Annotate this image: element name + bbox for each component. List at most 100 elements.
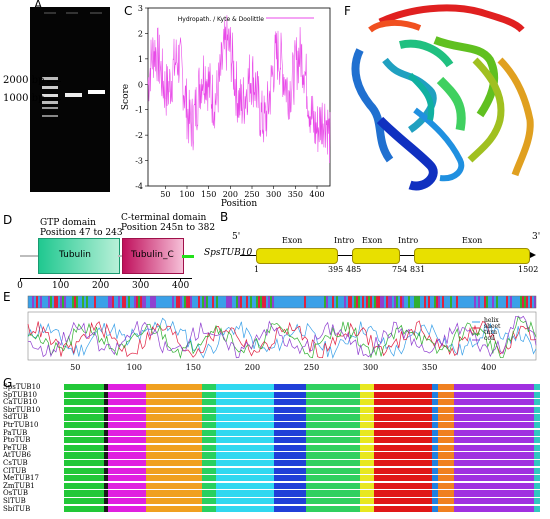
motif-block: [374, 422, 432, 429]
ladder-band: [42, 86, 58, 89]
motif-block: [306, 437, 360, 444]
motif-block: [146, 498, 202, 505]
motif-block: [64, 414, 104, 421]
species-label: SbrTUB10: [3, 405, 41, 414]
d-tick-label: 0: [17, 281, 23, 291]
motif-block: [202, 437, 216, 444]
motif-block: [306, 460, 360, 467]
motif-block: [274, 429, 306, 436]
motif-block: [360, 490, 374, 497]
motif-block: [374, 505, 432, 512]
motif-block: [534, 414, 540, 421]
motif-block: [374, 406, 432, 413]
y-axis-label: Score: [121, 84, 131, 110]
panel-a-label: A: [34, 0, 43, 12]
e-tick-label: 400: [481, 363, 496, 372]
motif-block: [216, 467, 274, 474]
pos-1: 1: [254, 265, 260, 274]
x-tick-label: 150: [201, 190, 216, 199]
species-label: PtrTUB10: [3, 421, 39, 429]
motif-block: [454, 452, 534, 459]
species-label: PtoTUB: [3, 436, 31, 445]
motif-block: [432, 467, 438, 474]
motif-block: [438, 467, 454, 474]
exon-3: [414, 248, 530, 264]
motif-block: [374, 437, 432, 444]
motif-block: [306, 498, 360, 505]
protein-structure-image: [351, 4, 534, 191]
motif-block: [534, 399, 540, 406]
motif-block: [108, 475, 146, 482]
motif-block: [438, 437, 454, 444]
ladder-band: [42, 77, 58, 80]
pos-831: 831: [410, 265, 426, 274]
motif-block: [438, 391, 454, 398]
species-label: PeTUB: [3, 443, 28, 452]
motif-block: [360, 498, 374, 505]
motif-block: [432, 422, 438, 429]
motif-block: [202, 460, 216, 467]
motif-block: [104, 406, 108, 413]
motif-block: [146, 406, 202, 413]
motif-block: [274, 475, 306, 482]
motif-block: [454, 460, 534, 467]
segment-intron-1: Intro: [334, 236, 355, 245]
motif-block: [104, 414, 108, 421]
motif-block: [306, 505, 360, 512]
motif-block: [438, 505, 454, 512]
motif-block: [216, 498, 274, 505]
motif-block: [146, 482, 202, 489]
motif-block: [454, 429, 534, 436]
motif-block: [104, 399, 108, 406]
motif-block: [202, 384, 216, 391]
gel-image: [30, 7, 110, 192]
motif-block: [202, 422, 216, 429]
motif-block: [360, 505, 374, 512]
motif-block: [374, 452, 432, 459]
chart-legend: Hydropath. / Kyte & Doolittle: [178, 16, 265, 23]
motif-block: [64, 460, 104, 467]
pos-1502: 1502: [518, 265, 539, 274]
species-label: OsTUB: [3, 489, 29, 498]
motif-block: [274, 498, 306, 505]
motif-block: [360, 482, 374, 489]
segment-exon-2: Exon: [362, 236, 383, 245]
motif-block: [216, 444, 274, 451]
motif-block: [432, 399, 438, 406]
motif-block: [202, 498, 216, 505]
gtp-domain-position: Position 47 to 243: [40, 228, 123, 238]
d-tick-label: 300: [132, 281, 150, 291]
marker-1000: 1000 bp: [3, 93, 45, 104]
motif-block: [64, 422, 104, 429]
gtp-domain-title: GTP domain: [40, 218, 96, 228]
motif-block: [146, 490, 202, 497]
ladder-band: [42, 107, 58, 109]
motif-block: [306, 422, 360, 429]
linker-line: [20, 255, 38, 257]
motif-block: [216, 429, 274, 436]
motif-block: [108, 498, 146, 505]
motif-block: [534, 490, 540, 497]
motif-block: [108, 452, 146, 459]
motif-block: [64, 384, 104, 391]
species-label: CaTUB10: [3, 398, 38, 407]
motif-block: [104, 467, 108, 474]
motif-block: [202, 452, 216, 459]
d-axis: [20, 278, 192, 279]
motif-block: [374, 384, 432, 391]
motif-block: [202, 475, 216, 482]
motif-block: [146, 452, 202, 459]
motif-block: [454, 399, 534, 406]
e-tick-label: 150: [186, 363, 201, 372]
motif-block: [108, 391, 146, 398]
motif-block: [438, 475, 454, 482]
y-tick-label: -4: [135, 182, 143, 191]
panel-g-label: G: [3, 376, 13, 390]
motif-block: [274, 422, 306, 429]
motif-block: [360, 452, 374, 459]
motif-block: [108, 406, 146, 413]
motif-block: [374, 444, 432, 451]
motif-block: [64, 399, 104, 406]
motif-block: [360, 437, 374, 444]
motif-block: [202, 505, 216, 512]
